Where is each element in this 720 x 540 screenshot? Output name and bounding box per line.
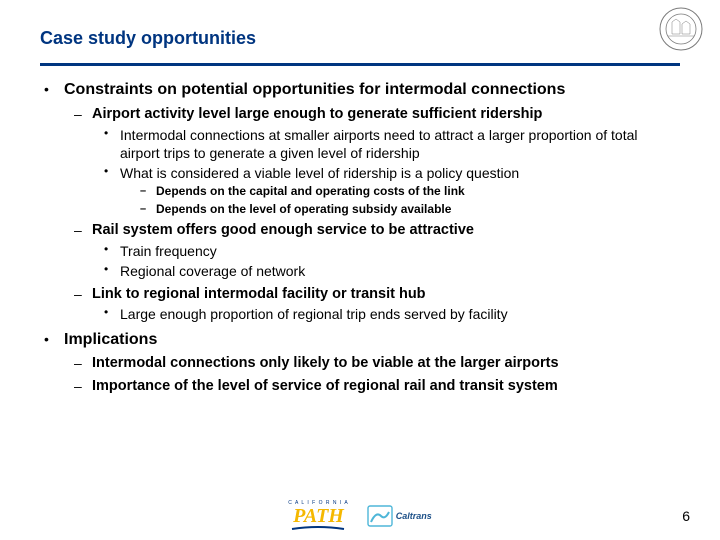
bullet-marker: – — [74, 354, 92, 373]
caltrans-logo: Caltrans — [367, 505, 432, 527]
bullet-text: Airport activity level large enough to g… — [92, 105, 542, 124]
slide: Case study opportunities •Constraints on… — [0, 0, 720, 540]
page-number: 6 — [682, 508, 690, 524]
bullet-text: Implications — [64, 330, 157, 351]
bullet-text: Rail system offers good enough service t… — [92, 221, 474, 240]
bullet-l3: •Intermodal connections at smaller airpo… — [104, 126, 680, 162]
bullet-marker: – — [74, 105, 92, 124]
bullet-l2: –Link to regional intermodal facility or… — [74, 285, 680, 304]
bullet-marker: • — [104, 164, 120, 182]
bullet-marker: • — [104, 262, 120, 280]
bullet-l3: •What is considered a viable level of ri… — [104, 164, 680, 182]
bullet-marker: – — [74, 377, 92, 396]
bullet-l2: –Airport activity level large enough to … — [74, 105, 680, 124]
bullet-text: What is considered a viable level of rid… — [120, 164, 519, 182]
bullet-text: Depends on the level of operating subsid… — [156, 202, 451, 218]
title-rule — [40, 63, 680, 66]
caltrans-text: Caltrans — [396, 511, 432, 521]
bullet-l2: –Rail system offers good enough service … — [74, 221, 680, 240]
bullet-marker: • — [104, 126, 120, 162]
bullet-marker: – — [140, 184, 156, 200]
bullet-marker: • — [44, 80, 64, 101]
path-logo-text: PATH — [288, 506, 349, 526]
bullet-text: Depends on the capital and operating cos… — [156, 184, 465, 200]
bullet-marker: • — [104, 305, 120, 323]
path-logo: C A L I F O R N I A PATH — [288, 501, 349, 530]
bullet-text: Large enough proportion of regional trip… — [120, 305, 508, 323]
caltrans-icon — [367, 505, 393, 527]
bullet-text: Importance of the level of service of re… — [92, 377, 558, 396]
seal-icon — [658, 6, 704, 57]
bullet-marker: – — [74, 221, 92, 240]
bullet-l2: –Importance of the level of service of r… — [74, 377, 680, 396]
bullet-text: Train frequency — [120, 242, 217, 260]
bullet-content: •Constraints on potential opportunities … — [40, 80, 680, 396]
slide-title: Case study opportunities — [40, 28, 256, 49]
bullet-l3: •Train frequency — [104, 242, 680, 260]
bullet-l4: –Depends on the level of operating subsi… — [140, 202, 680, 218]
bullet-marker: – — [140, 202, 156, 218]
bullet-marker: – — [74, 285, 92, 304]
bullet-marker: • — [44, 330, 64, 351]
bullet-l1: •Constraints on potential opportunities … — [44, 80, 680, 101]
bullet-l3: •Large enough proportion of regional tri… — [104, 305, 680, 323]
footer-logos: C A L I F O R N I A PATH Caltrans — [0, 501, 720, 530]
bullet-text: Link to regional intermodal facility or … — [92, 285, 426, 304]
bullet-l1: •Implications — [44, 330, 680, 351]
bullet-l4: –Depends on the capital and operating co… — [140, 184, 680, 200]
bullet-text: Intermodal connections at smaller airpor… — [120, 126, 680, 162]
bullet-l2: –Intermodal connections only likely to b… — [74, 354, 680, 373]
bullet-text: Regional coverage of network — [120, 262, 305, 280]
bullet-marker: • — [104, 242, 120, 260]
bullet-l3: •Regional coverage of network — [104, 262, 680, 280]
bullet-text: Constraints on potential opportunities f… — [64, 80, 565, 101]
bullet-text: Intermodal connections only likely to be… — [92, 354, 559, 373]
